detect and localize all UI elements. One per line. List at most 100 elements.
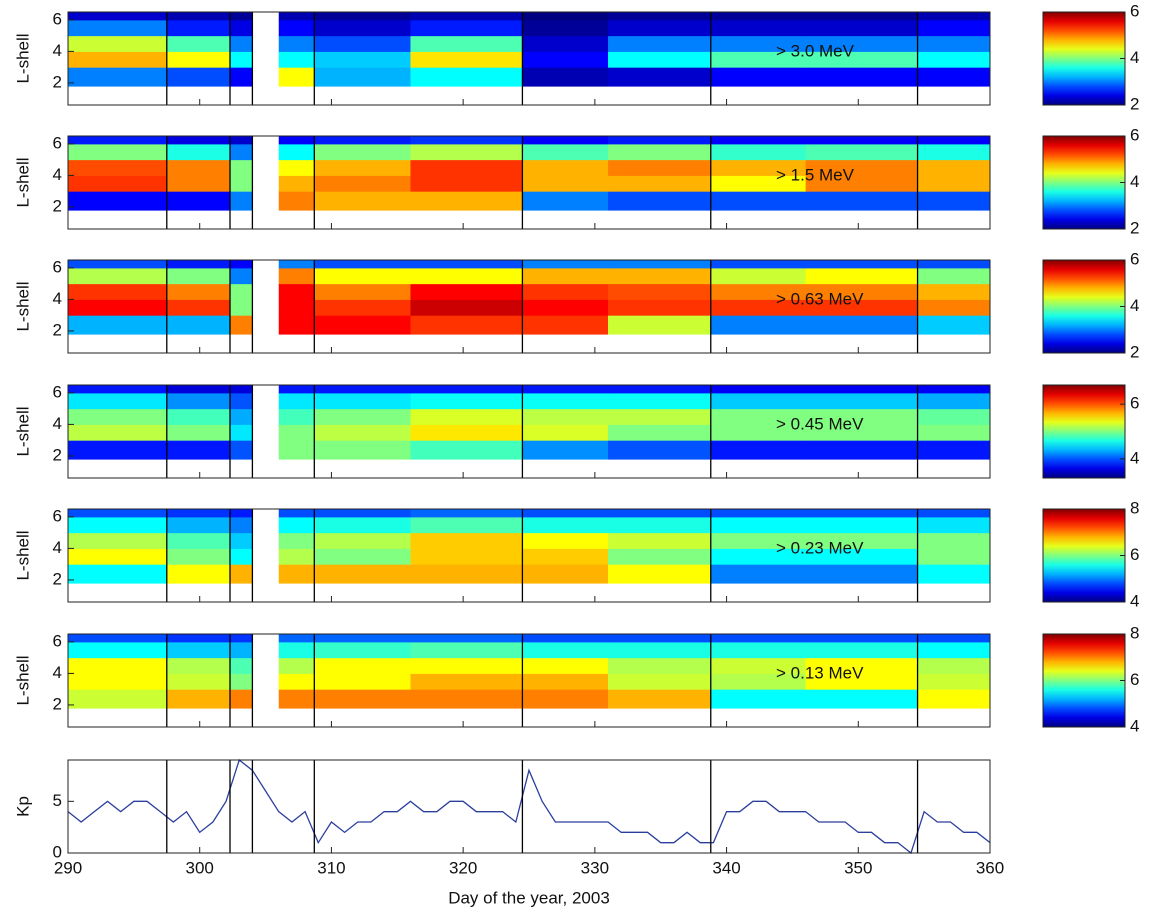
heatmap-cell bbox=[167, 51, 231, 67]
heatmap-cell bbox=[68, 517, 167, 533]
heatmap-cell bbox=[167, 20, 231, 36]
heatmap-cell bbox=[711, 144, 806, 160]
heatmap-cell bbox=[279, 284, 315, 300]
heatmap-cell bbox=[68, 564, 167, 583]
heatmap-cell bbox=[410, 268, 522, 284]
colorbar-tick-label: 6 bbox=[1130, 670, 1139, 689]
heatmap-cell bbox=[410, 160, 522, 176]
heatmap-cell bbox=[410, 509, 522, 517]
heatmap-cell bbox=[410, 36, 522, 52]
heatmap-cell bbox=[410, 191, 522, 210]
heatmap-cell bbox=[608, 36, 711, 52]
heatmap-cell bbox=[279, 299, 315, 315]
heatmap-cell bbox=[279, 533, 315, 549]
heatmap-cell bbox=[806, 385, 918, 393]
heatmap-cell bbox=[167, 284, 231, 300]
heatmap-cell bbox=[608, 393, 711, 409]
heatmap-cell bbox=[522, 67, 608, 86]
heatmap-cell bbox=[806, 191, 918, 210]
heatmap-cell bbox=[410, 689, 522, 708]
colorbar-tick-label: 6 bbox=[1130, 1, 1139, 20]
heatmap-cell bbox=[608, 51, 711, 67]
heatmap-cell bbox=[410, 642, 522, 658]
heatmap-cell bbox=[279, 144, 315, 160]
y-axis-label: L-shell bbox=[13, 33, 32, 83]
x-tick-label: 320 bbox=[449, 858, 477, 877]
heatmap-cell bbox=[314, 299, 411, 315]
heatmap-cell bbox=[68, 36, 167, 52]
heatmap-cell bbox=[522, 175, 608, 191]
plot-frame bbox=[68, 760, 990, 853]
colorbar-tick-label: 8 bbox=[1130, 623, 1139, 642]
heatmap-cell bbox=[410, 548, 522, 564]
heatmap-cell bbox=[711, 509, 806, 517]
heatmap-cell bbox=[314, 136, 411, 144]
heatmap-cell bbox=[522, 315, 608, 334]
heatmap-cell bbox=[314, 144, 411, 160]
heatmap-cell bbox=[806, 440, 918, 459]
heatmap-cell bbox=[918, 658, 991, 674]
heatmap-cell bbox=[230, 315, 253, 334]
y-tick-label: 2 bbox=[53, 72, 62, 91]
annotation: > 0.45 MeV bbox=[776, 414, 864, 433]
colorbar bbox=[1043, 385, 1125, 478]
y-tick-label: 2 bbox=[53, 320, 62, 339]
heatmap-cell bbox=[230, 67, 253, 86]
heatmap-cell bbox=[167, 424, 231, 440]
heatmap-cell bbox=[167, 548, 231, 564]
heatmap-cell bbox=[230, 385, 253, 393]
heatmap-cell bbox=[279, 634, 315, 642]
heatmap-cell bbox=[522, 144, 608, 160]
heatmap-cell bbox=[167, 509, 231, 517]
heatmap-cell bbox=[279, 12, 315, 20]
heatmap-cell bbox=[608, 658, 711, 674]
heatmap-cell bbox=[918, 268, 991, 284]
heatmap-cell bbox=[918, 175, 991, 191]
heatmap-cell bbox=[167, 160, 231, 176]
heatmap-cell bbox=[522, 12, 608, 20]
y-tick-label: 6 bbox=[53, 257, 62, 276]
y-tick-label: 2 bbox=[53, 445, 62, 464]
heatmap-cell bbox=[918, 67, 991, 86]
heatmap-cell bbox=[314, 260, 411, 268]
heatmap-cell bbox=[68, 385, 167, 393]
heatmap-cell bbox=[230, 517, 253, 533]
heatmap-cell bbox=[230, 393, 253, 409]
heatmap-cell bbox=[167, 440, 231, 459]
heatmap-cell bbox=[68, 12, 167, 20]
y-axis-label: Kp bbox=[13, 796, 32, 817]
heatmap-cell bbox=[711, 136, 806, 144]
heatmap-cell bbox=[68, 284, 167, 300]
colorbar-tick-label: 4 bbox=[1130, 48, 1139, 67]
heatmap-cell bbox=[314, 658, 411, 674]
heatmap-cell bbox=[918, 260, 991, 268]
heatmap-cell bbox=[918, 533, 991, 549]
y-tick-label: 0 bbox=[53, 842, 62, 861]
heatmap-cell bbox=[410, 144, 522, 160]
heatmap-cell bbox=[522, 51, 608, 67]
heatmap-cell bbox=[806, 260, 918, 268]
heatmap-cell bbox=[410, 260, 522, 268]
heatmap-cell bbox=[167, 175, 231, 191]
heatmap-cell bbox=[522, 634, 608, 642]
heatmap-cell bbox=[522, 673, 608, 689]
heatmap-cell bbox=[314, 409, 411, 425]
heatmap-cell bbox=[806, 268, 918, 284]
heatmap-cell bbox=[230, 440, 253, 459]
heatmap-cell bbox=[68, 673, 167, 689]
heatmap-cell bbox=[68, 20, 167, 36]
heatmap-cell bbox=[608, 689, 711, 708]
heatmap-cell bbox=[608, 67, 711, 86]
heatmap-cell bbox=[279, 509, 315, 517]
colorbar-tick-label: 4 bbox=[1130, 448, 1139, 467]
heatmap-cell bbox=[522, 20, 608, 36]
heatmap-cell bbox=[167, 673, 231, 689]
colorbar-tick-label: 6 bbox=[1130, 545, 1139, 564]
heatmap-cell bbox=[711, 315, 806, 334]
heatmap-cell bbox=[608, 191, 711, 210]
heatmap-cell bbox=[806, 315, 918, 334]
heatmap-cell bbox=[806, 517, 918, 533]
y-tick-label: 4 bbox=[53, 289, 62, 308]
heatmap-cell bbox=[230, 51, 253, 67]
heatmap-cell bbox=[918, 548, 991, 564]
